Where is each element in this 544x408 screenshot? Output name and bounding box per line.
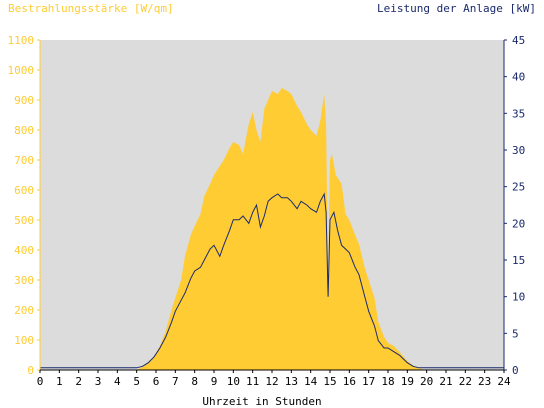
- x-tick-label: 19: [401, 375, 414, 388]
- x-tick-label: 2: [75, 375, 82, 388]
- right-tick-label: 20: [512, 217, 525, 230]
- right-tick-label: 35: [512, 107, 525, 120]
- right-tick-labels: 0 5 10 15 20 25 30 35 40 45: [504, 34, 525, 377]
- right-tick-label: 45: [512, 34, 525, 47]
- x-tick-label: 4: [114, 375, 121, 388]
- x-tick-label: 24: [497, 375, 511, 388]
- left-axis-title: Bestrahlungsstärke [W/qm]: [8, 2, 174, 15]
- x-tick-label: 12: [265, 375, 278, 388]
- right-tick-label: 10: [512, 291, 525, 304]
- x-tick-label: 22: [459, 375, 472, 388]
- x-tick-labels: 0 1 2 3 4 5 6 7 8 9 10 11 12 13 14 15 16 17 18 19 20 21 22 23 24: [37, 370, 511, 388]
- power-line-layer: [40, 192, 504, 369]
- x-tick-label: 14: [304, 375, 318, 388]
- x-tick-label: 8: [191, 375, 198, 388]
- x-axis-label: Uhrzeit in Stunden: [202, 395, 321, 408]
- right-tick-label: 25: [512, 181, 525, 194]
- x-tick-label: 15: [323, 375, 336, 388]
- left-tick-label: 400: [14, 244, 34, 257]
- left-tick-label: 0: [27, 364, 34, 377]
- irradiance-area-layer: [40, 88, 504, 370]
- left-tick-label: 800: [14, 124, 34, 137]
- x-tick-label: 10: [227, 375, 240, 388]
- left-tick-label: 100: [14, 334, 34, 347]
- left-tick-labels: 0 100 200 300 400 500 600 700 800 900 1000 1100: [8, 34, 40, 377]
- x-tick-label: 9: [211, 375, 218, 388]
- right-tick-label: 5: [512, 327, 519, 340]
- left-tick-label: 700: [14, 154, 34, 167]
- x-tick-label: 21: [439, 375, 452, 388]
- x-tick-label: 20: [420, 375, 433, 388]
- x-tick-label: 0: [37, 375, 44, 388]
- left-tick-label: 900: [14, 94, 34, 107]
- x-tick-label: 13: [285, 375, 298, 388]
- left-tick-label: 200: [14, 304, 34, 317]
- x-tick-label: 18: [381, 375, 394, 388]
- x-tick-label: 3: [95, 375, 102, 388]
- x-tick-label: 17: [362, 375, 375, 388]
- left-tick-label: 1000: [8, 64, 35, 77]
- x-tick-label: 11: [246, 375, 259, 388]
- x-tick-label: 23: [478, 375, 491, 388]
- right-tick-label: 40: [512, 71, 525, 84]
- left-tick-label: 600: [14, 184, 34, 197]
- right-tick-label: 30: [512, 144, 525, 157]
- left-tick-label: 300: [14, 274, 34, 287]
- x-tick-label: 16: [343, 375, 356, 388]
- right-axis-title: Leistung der Anlage [kW]: [377, 2, 536, 15]
- right-tick-label: 15: [512, 254, 525, 267]
- left-tick-label: 1100: [8, 34, 35, 47]
- x-tick-label: 5: [133, 375, 140, 388]
- left-tick-label: 500: [14, 214, 34, 227]
- power-line: [40, 192, 504, 369]
- right-tick-label: 0: [512, 364, 519, 377]
- x-tick-label: 7: [172, 375, 179, 388]
- irradiance-area: [40, 88, 504, 370]
- x-tick-label: 1: [56, 375, 63, 388]
- x-tick-label: 6: [153, 375, 160, 388]
